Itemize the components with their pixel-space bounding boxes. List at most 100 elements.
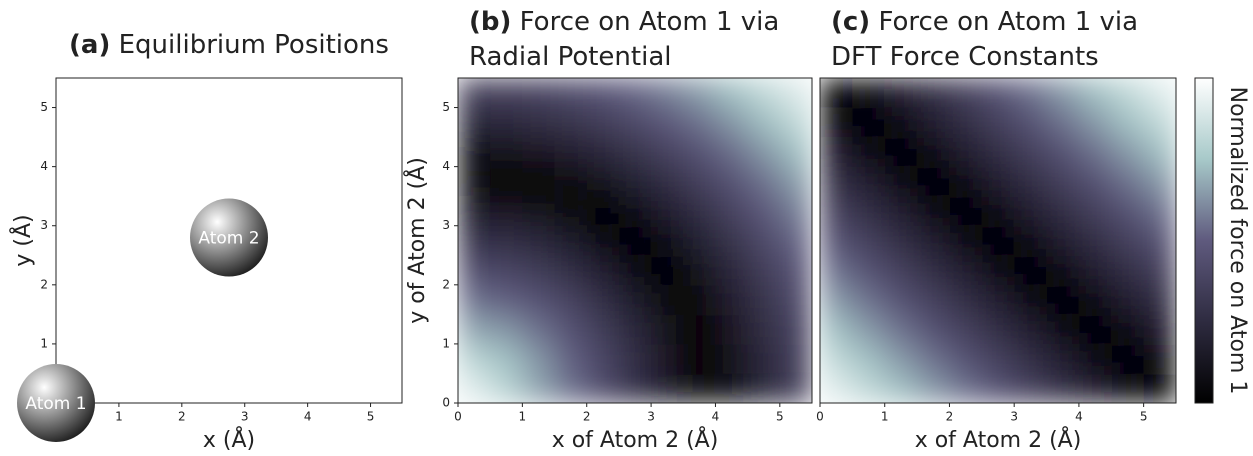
plot-frame (457, 77, 813, 404)
heatmap-cell (683, 107, 716, 138)
heatmap-cell (490, 343, 523, 374)
heatmap-cell (779, 137, 812, 168)
heatmap-cell (522, 166, 556, 197)
heatmap-cell (715, 78, 749, 109)
heatmap-cell (852, 137, 886, 168)
heatmap-cell (586, 284, 620, 315)
chart-title: DFT Force Constants (831, 42, 1099, 72)
heatmap-cell (1078, 137, 1112, 168)
heatmap-cell (949, 314, 983, 345)
heatmap-cell (884, 373, 918, 403)
heatmap-cell (917, 373, 950, 403)
heatmap-cell (554, 225, 588, 256)
heatmap-cell (1078, 225, 1112, 256)
heatmap-cell (1143, 314, 1176, 345)
heatmap-cell (1014, 314, 1048, 345)
y-tick-label: 0 (442, 396, 450, 410)
heatmap-cell (554, 78, 588, 109)
heatmap-cell (651, 314, 684, 345)
heatmap-cell (917, 107, 950, 138)
x-axis-label: x (Å) (203, 426, 255, 453)
heatmap (820, 78, 1176, 403)
x-tick-label: 4 (304, 410, 312, 424)
heatmap-cell (490, 255, 523, 286)
heatmap-cell (715, 373, 749, 403)
x-tick-label: 0 (816, 410, 824, 424)
heatmap-cell (490, 314, 523, 345)
heatmap-cell (490, 166, 523, 197)
heatmap-cell (651, 107, 684, 138)
heatmap-cell (1078, 196, 1112, 227)
heatmap-cell (949, 373, 983, 403)
heatmap-cell (820, 78, 853, 109)
heatmap-cell (1046, 343, 1080, 374)
heatmap-cell (715, 137, 749, 168)
heatmap-cell (1078, 314, 1112, 345)
heatmap-cell (1014, 196, 1048, 227)
heatmap-cell (852, 225, 886, 256)
heatmap-cell (522, 107, 556, 138)
heatmap-cell (949, 107, 983, 138)
y-axis-label: y of Atom 2 (Å) (403, 157, 430, 324)
heatmap-cell (949, 196, 983, 227)
heatmap-cell (981, 225, 1015, 256)
heatmap-cell (1143, 255, 1176, 286)
x-tick-label: 3 (647, 410, 655, 424)
heatmap-cell (747, 137, 781, 168)
heatmap-cell (747, 196, 781, 227)
heatmap-cell (554, 284, 588, 315)
heatmap-cell (981, 373, 1015, 403)
panel-label: (a) (69, 30, 110, 60)
heatmap-cell (852, 373, 886, 403)
heatmap-cell (820, 284, 853, 315)
heatmap-cell (779, 225, 812, 256)
heatmap-cell (586, 78, 620, 109)
heatmap-cell (458, 166, 491, 197)
heatmap-cell (618, 166, 652, 197)
heatmap-cell (618, 255, 652, 286)
heatmap-cell (522, 373, 556, 403)
heatmap-cell (458, 225, 491, 256)
heatmap-cell (586, 255, 620, 286)
heatmap-cell (683, 166, 716, 197)
heatmap-cell (1143, 373, 1176, 403)
heatmap-cell (586, 314, 620, 345)
heatmap-cell (618, 137, 652, 168)
heatmap-cell (1046, 196, 1080, 227)
heatmap-cell (586, 166, 620, 197)
y-tick-label: 3 (40, 218, 48, 232)
y-tick-label: 1 (442, 336, 450, 350)
heatmap-cell (747, 284, 781, 315)
heatmap-cell (779, 107, 812, 138)
heatmap-cell (1046, 78, 1080, 109)
heatmap-cell (1111, 255, 1145, 286)
heatmap-cell (683, 78, 716, 109)
heatmap-cell (747, 166, 781, 197)
heatmap-cell (820, 166, 853, 197)
heatmap-cell (490, 107, 523, 138)
title-text: Force on Atom 1 via (878, 7, 1138, 37)
x-axis-label: x of Atom 2 (Å) (915, 426, 1082, 453)
heatmap-cell (1143, 343, 1176, 374)
x-tick-label: 4 (1075, 410, 1083, 424)
y-tick-label: 2 (40, 277, 48, 291)
x-tick-label: 5 (1140, 410, 1148, 424)
heatmap-cell (715, 343, 749, 374)
heatmap-cell (683, 225, 716, 256)
heatmap-cell (651, 343, 684, 374)
heatmap-cell (554, 373, 588, 403)
x-tick-label: 5 (367, 410, 375, 424)
heatmap-cell (884, 314, 918, 345)
heatmap-cell (618, 373, 652, 403)
heatmap-cell (618, 225, 652, 256)
heatmap-cell (981, 343, 1015, 374)
heatmap-cell (917, 255, 950, 286)
chart-title: (c) Force on Atom 1 via (831, 7, 1138, 37)
panel-label: (c) (831, 7, 870, 37)
heatmap-cell (1014, 255, 1048, 286)
heatmap-cell (522, 137, 556, 168)
heatmap-cell (884, 255, 918, 286)
heatmap-cell (779, 343, 812, 374)
heatmap-cell (981, 166, 1015, 197)
heatmap-cell (779, 284, 812, 315)
